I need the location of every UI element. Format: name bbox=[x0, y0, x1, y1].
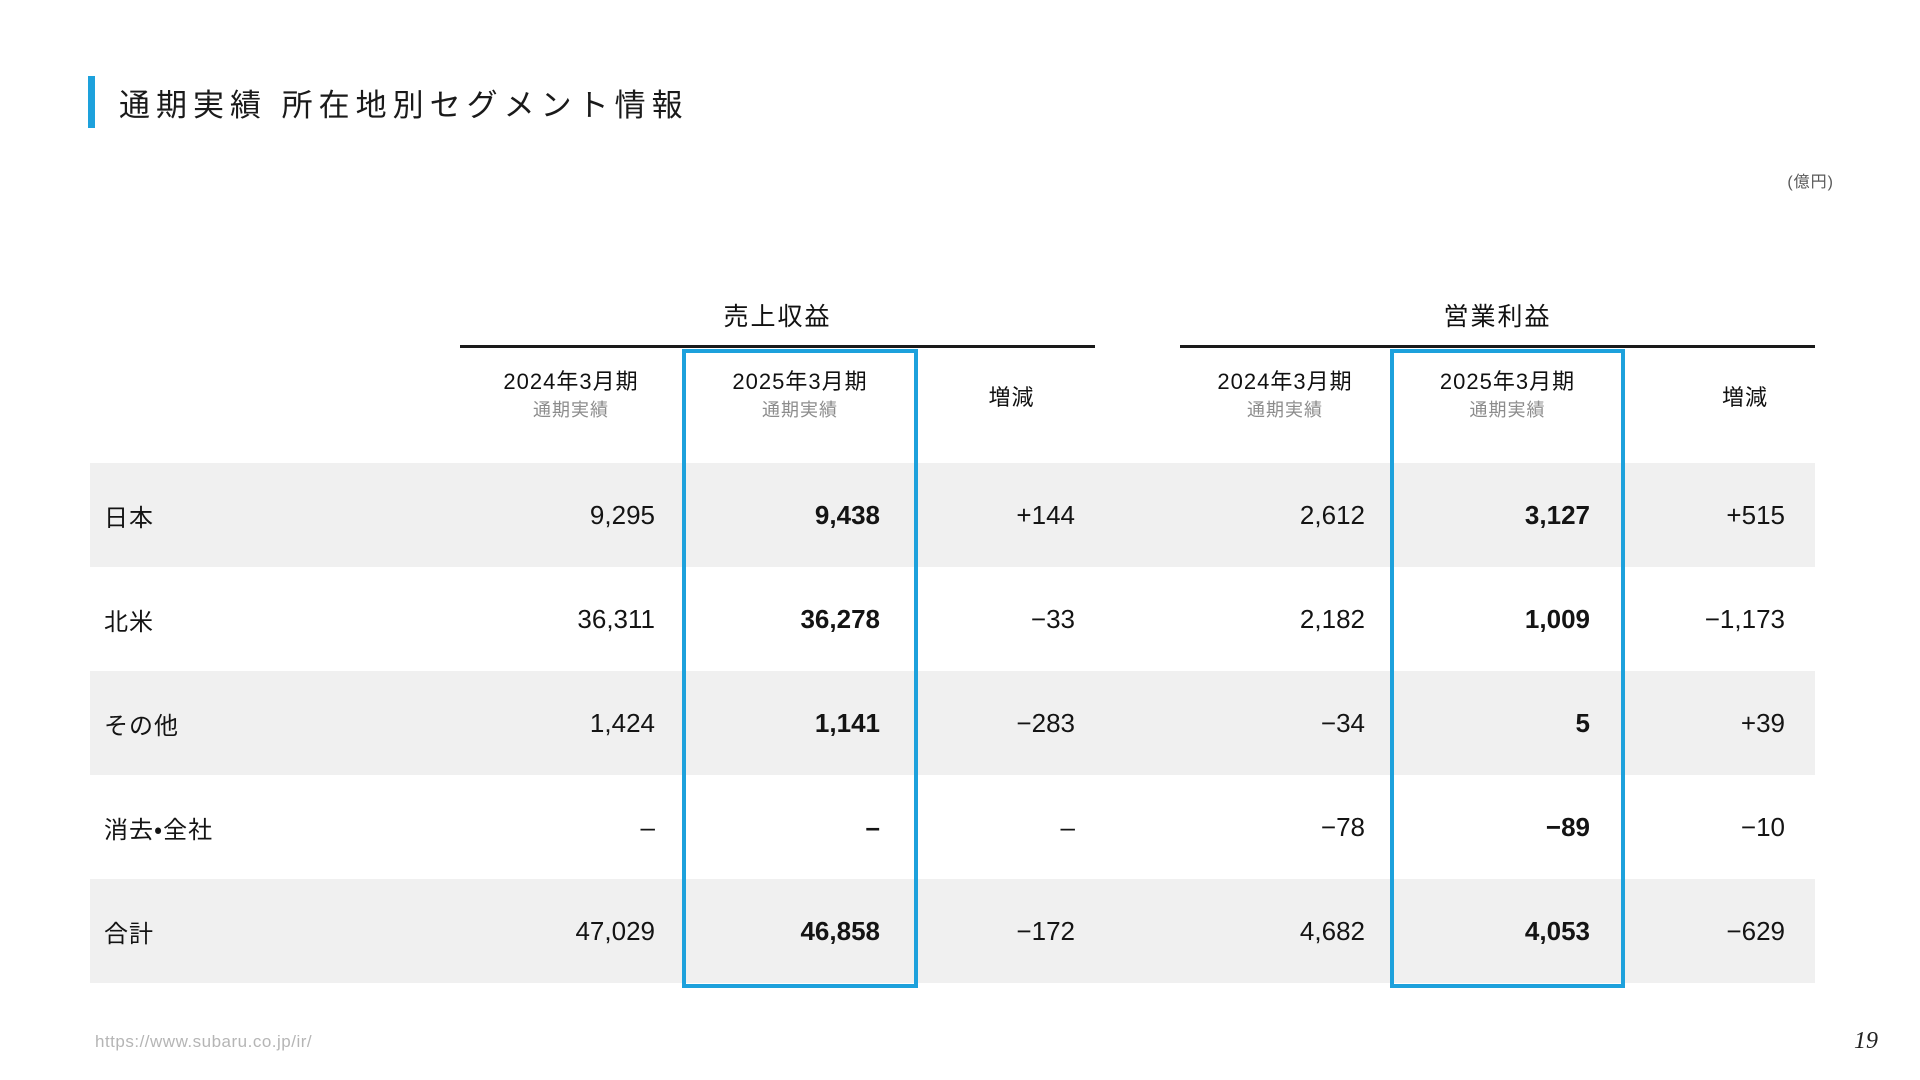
cell-rev-fy2025: 46,858 bbox=[800, 915, 880, 946]
page-number: 19 bbox=[1854, 1028, 1878, 1054]
cell-op-change: −629 bbox=[1726, 915, 1785, 946]
cell-rev-fy2025: – bbox=[865, 811, 880, 842]
column-header-rev-fy2025: 2025年3月期 通期実績 bbox=[732, 369, 868, 420]
unit-note: (億円) bbox=[1787, 174, 1834, 191]
column-header-spacer bbox=[90, 348, 460, 463]
group-header-operating-profit: 営業利益 bbox=[1180, 285, 1815, 348]
cell-rev-fy2024: – bbox=[640, 811, 655, 842]
cell-op-fy2024: 4,682 bbox=[1299, 915, 1365, 946]
table-row-japan: 日本 9,295 9,438 +144 2,612 3,127 +515 bbox=[90, 463, 1815, 567]
cell-rev-fy2025: 36,278 bbox=[800, 603, 880, 634]
cell-rev-change: −33 bbox=[1030, 603, 1075, 634]
group-header-row: 売上収益 営業利益 bbox=[90, 285, 1815, 348]
cell-op-change: +515 bbox=[1726, 499, 1785, 530]
column-header-rev-fy2024: 2024年3月期 通期実績 bbox=[503, 369, 639, 420]
cell-op-change: −1,173 bbox=[1704, 603, 1785, 634]
column-header-op-change: 増減 bbox=[1721, 385, 1768, 410]
column-header-row: 2024年3月期 通期実績 2025年3月期 通期実績 増減 2024年3月期 … bbox=[90, 348, 1815, 463]
cell-op-fy2025: 1,009 bbox=[1524, 603, 1590, 634]
cell-rev-change: – bbox=[1060, 811, 1075, 842]
column-header-rev-change: 増減 bbox=[988, 385, 1035, 410]
cell-op-fy2025: 5 bbox=[1575, 707, 1590, 738]
footer-url: https://www.subaru.co.jp/ir/ bbox=[95, 1032, 313, 1051]
cell-rev-change: +144 bbox=[1016, 499, 1075, 530]
title-accent-bar bbox=[88, 76, 95, 128]
cell-op-fy2024: 2,612 bbox=[1299, 499, 1365, 530]
column-header-op-fy2024: 2024年3月期 通期実績 bbox=[1217, 369, 1353, 420]
row-label: 北米 bbox=[104, 608, 154, 636]
cell-op-fy2024: −78 bbox=[1320, 811, 1365, 842]
table-row-north-america: 北米 36,311 36,278 −33 2,182 1,009 −1,173 bbox=[90, 567, 1815, 671]
cell-rev-fy2025: 9,438 bbox=[814, 499, 880, 530]
table-row-eliminations-corporate: 消去・全社 – – – −78 −89 −10 bbox=[90, 775, 1815, 879]
cell-rev-fy2024: 1,424 bbox=[589, 707, 655, 738]
cell-op-fy2024: 2,182 bbox=[1299, 603, 1365, 634]
cell-rev-fy2025: 1,141 bbox=[814, 707, 880, 738]
column-header-op-fy2025: 2025年3月期 通期実績 bbox=[1439, 369, 1576, 420]
row-label: 日本 bbox=[104, 504, 154, 532]
row-label: 消去・全社 bbox=[104, 816, 214, 844]
cell-op-fy2025: 3,127 bbox=[1524, 499, 1590, 530]
cell-op-change: +39 bbox=[1740, 707, 1785, 738]
title-block: 通期実績 所在地別セグメント情報 bbox=[88, 76, 689, 128]
group-header-revenue: 売上収益 bbox=[460, 285, 1095, 348]
cell-rev-fy2024: 36,311 bbox=[577, 603, 655, 634]
cell-rev-fy2024: 47,029 bbox=[575, 915, 655, 946]
table-row-total: 合計 47,029 46,858 −172 4,682 4,053 −629 bbox=[90, 879, 1815, 983]
cell-rev-change: −283 bbox=[1016, 707, 1075, 738]
cell-rev-change: −172 bbox=[1016, 915, 1075, 946]
cell-op-fy2024: −34 bbox=[1320, 707, 1365, 738]
cell-op-change: −10 bbox=[1740, 811, 1785, 842]
row-label: その他 bbox=[104, 712, 179, 740]
cell-op-fy2025: −89 bbox=[1545, 811, 1590, 842]
row-label: 合計 bbox=[104, 920, 154, 948]
cell-op-fy2025: 4,053 bbox=[1524, 915, 1590, 946]
table-row-other: その他 1,424 1,141 −283 −34 5 +39 bbox=[90, 671, 1815, 775]
cell-rev-fy2024: 9,295 bbox=[589, 499, 655, 530]
segment-table: 売上収益 営業利益 2024年3月期 通期実績 2025年3月期 通期実績 増減… bbox=[90, 285, 1815, 983]
page-title: 通期実績 所在地別セグメント情報 bbox=[119, 87, 689, 123]
